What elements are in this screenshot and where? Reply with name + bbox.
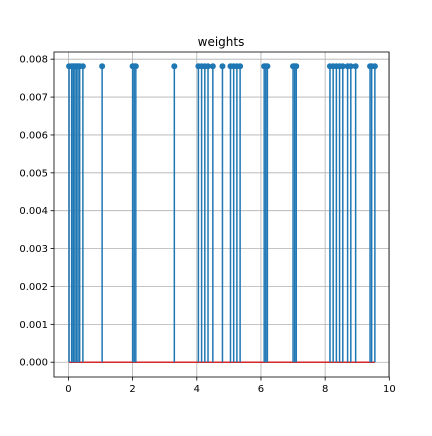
stem-marker [237,63,244,70]
y-tick-label: 0.008 [19,55,48,66]
stem-marker [79,63,86,70]
x-tick-label: 4 [194,384,200,395]
y-tick-label: 0.000 [19,358,48,369]
x-tick-label: 0 [65,384,71,395]
stem-marker [371,63,378,70]
stem-marker [219,63,226,70]
plot-frame [53,51,390,378]
y-tick-label: 0.001 [19,320,48,331]
stem-marker [339,63,346,70]
x-tick-label: 2 [129,384,135,395]
stem-marker [352,63,359,70]
stem-marker [293,63,300,70]
stem-marker [205,63,212,70]
x-tick-label: 8 [322,384,328,395]
stem-marker [347,63,354,70]
y-tick-label: 0.004 [19,206,48,217]
stem-marker [209,63,216,70]
y-tick-label: 0.005 [19,168,48,179]
y-axis: 0.000 0.001 0.002 0.003 0.004 0.005 0.006 0.007… [19,55,54,369]
stem-marker [132,63,139,70]
y-tick-label: 0.006 [19,130,48,141]
stem-marker [171,63,178,70]
stems [68,66,376,363]
x-tick-label: 10 [383,384,396,395]
markers [66,63,378,70]
y-tick-label: 0.007 [19,93,48,104]
y-tick-label: 0.003 [19,244,48,255]
x-tick-label: 6 [258,384,264,395]
x-axis: 0 2 4 6 8 10 [65,377,396,395]
stem-marker [99,63,106,70]
y-tick-label: 0.002 [19,282,48,293]
chart-title: weights [198,35,245,49]
stem-marker [264,63,271,70]
